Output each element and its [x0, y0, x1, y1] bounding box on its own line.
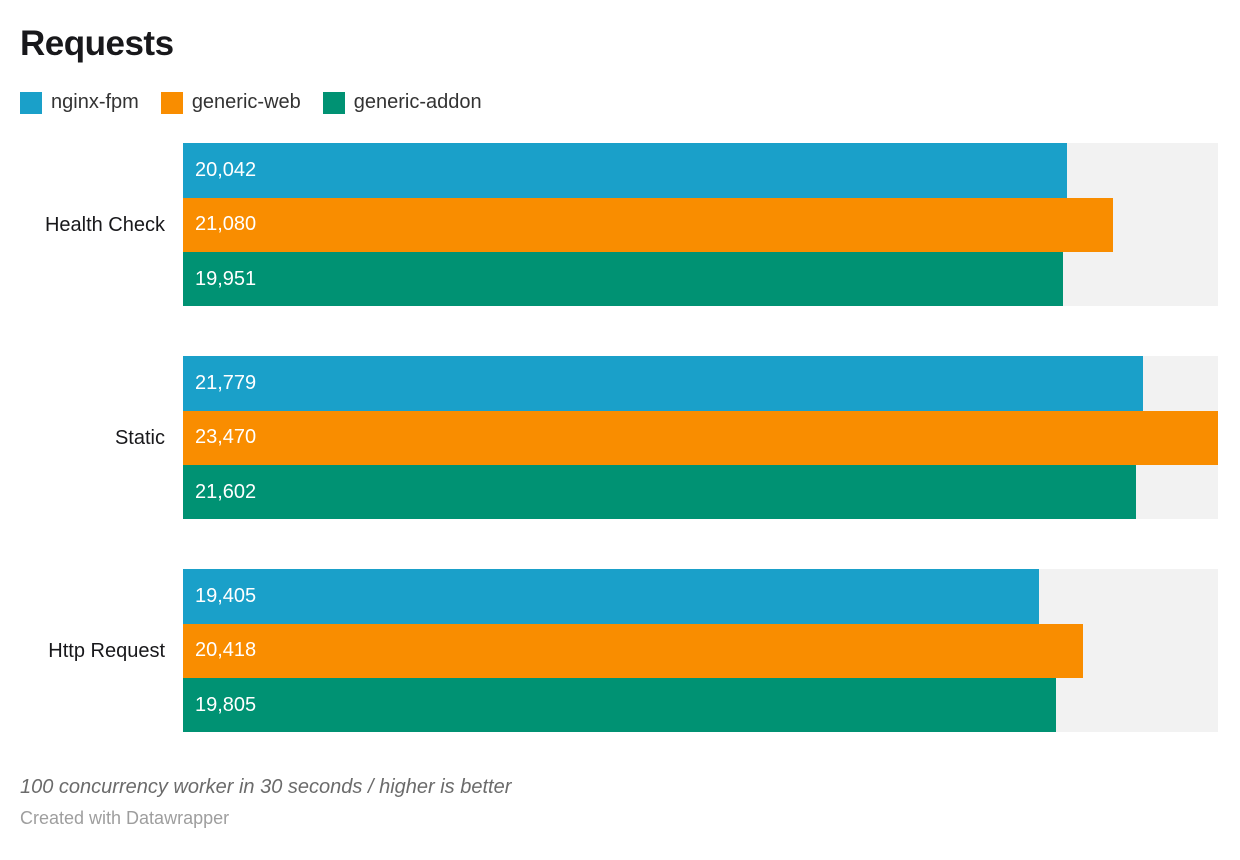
legend-swatch-generic-web	[160, 91, 183, 114]
group-health-check: Health Check 20,042 21,080 19,951	[20, 143, 1218, 307]
legend-swatch-nginx-fpm	[20, 91, 42, 114]
chart-footer: 100 concurrency worker in 30 seconds / h…	[20, 776, 1218, 829]
legend-item-generic-addon: generic-addon	[322, 91, 482, 114]
bar-track: 19,805	[183, 677, 1218, 733]
legend-item-nginx-fpm: nginx-fpm	[20, 91, 139, 114]
bar-track: 23,470	[183, 410, 1218, 465]
bar-nginx-fpm-health-check: 20,042	[183, 143, 1067, 198]
bar-generic-addon-health-check: 19,951	[183, 251, 1063, 307]
group-static: Static 21,779 23,470 21,602	[20, 356, 1218, 520]
bar-generic-addon-static: 21,602	[183, 464, 1136, 520]
bar-nginx-fpm-static: 21,779	[183, 356, 1144, 411]
group-http-request: Http Request 19,405 20,418 19,805	[20, 569, 1218, 733]
legend-label-generic-addon: generic-addon	[353, 91, 482, 114]
bar-track: 20,418	[183, 623, 1218, 678]
bar-track: 20,042	[183, 143, 1218, 198]
datawrapper-attribution: Created with Datawrapper	[20, 808, 230, 829]
legend: nginx-fpm generic-web generic-addon	[20, 91, 1218, 114]
legend-label-generic-web: generic-web	[191, 91, 301, 114]
legend-swatch-generic-addon	[322, 91, 345, 114]
bar-value-label: 23,470	[195, 426, 257, 449]
bars-static: 21,779 23,470 21,602	[183, 356, 1218, 520]
bars-http-request: 19,405 20,418 19,805	[183, 569, 1218, 733]
bar-generic-addon-http-request: 19,805	[183, 677, 1057, 733]
bar-generic-web-health-check: 21,080	[183, 197, 1113, 252]
chart-container: Requests nginx-fpm generic-web generic-a…	[20, 24, 1218, 829]
bar-generic-web-static: 23,470	[183, 410, 1218, 465]
bar-generic-web-http-request: 20,418	[183, 623, 1084, 678]
plot-area: Health Check 20,042 21,080 19,951 Static…	[20, 143, 1218, 733]
bar-track: 21,080	[183, 197, 1218, 252]
category-label-static: Static	[114, 426, 165, 449]
bar-value-label: 21,602	[195, 480, 257, 503]
legend-label-nginx-fpm: nginx-fpm	[51, 91, 139, 114]
bar-value-label: 19,951	[195, 267, 257, 290]
bar-value-label: 21,080	[195, 213, 257, 236]
bars-health-check: 20,042 21,080 19,951	[183, 143, 1218, 307]
bar-track: 21,779	[183, 356, 1218, 411]
bar-track: 19,405	[183, 569, 1218, 624]
chart-note: 100 concurrency worker in 30 seconds / h…	[20, 776, 512, 799]
bar-value-label: 20,418	[195, 639, 257, 662]
category-label-health-check: Health Check	[44, 213, 165, 236]
bar-value-label: 21,779	[195, 371, 257, 394]
bar-value-label: 19,805	[195, 693, 257, 716]
bar-nginx-fpm-http-request: 19,405	[183, 569, 1039, 624]
bar-track: 21,602	[183, 464, 1218, 520]
bar-track: 19,951	[183, 251, 1218, 307]
legend-item-generic-web: generic-web	[160, 91, 301, 114]
bar-value-label: 19,405	[195, 584, 257, 607]
category-label-http-request: Http Request	[48, 639, 165, 662]
chart-title: Requests	[20, 24, 174, 63]
bar-value-label: 20,042	[195, 158, 257, 181]
